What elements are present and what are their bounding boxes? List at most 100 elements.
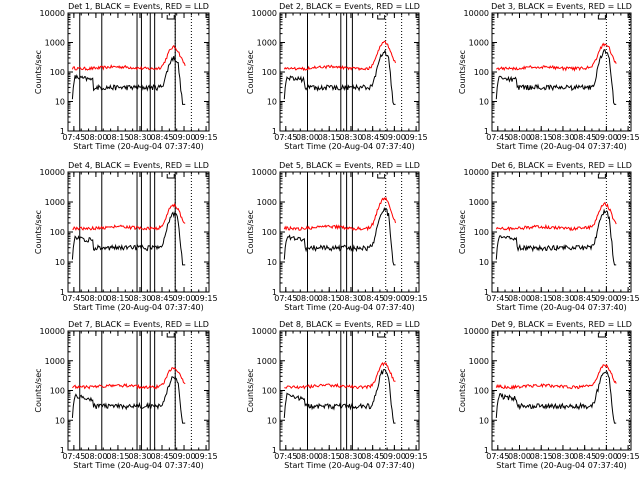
- series-lld-line: [283, 196, 396, 232]
- x-tick-label: 07:45: [62, 133, 85, 142]
- x-tick-label: 08:00: [508, 294, 531, 303]
- x-tick-label: 09:00: [595, 452, 618, 461]
- x-tick-label: 08:30: [551, 133, 574, 142]
- x-tick-label: 08:15: [318, 133, 341, 142]
- series-lld-line: [284, 362, 396, 390]
- x-tick-label: 08:00: [508, 452, 531, 461]
- x-tick-label: 08:45: [573, 133, 596, 142]
- y-tick-label: 10: [267, 416, 277, 425]
- y-axis-label: Counts/sec: [458, 50, 467, 94]
- y-axis-label: Counts/sec: [246, 368, 255, 412]
- y-tick-label: 1000: [257, 39, 277, 48]
- plot-frame: [279, 12, 420, 132]
- x-tick-label: 08:45: [150, 452, 173, 461]
- y-tick-label: 10: [479, 98, 489, 107]
- x-tick-label: 07:45: [62, 452, 85, 461]
- x-tick-label: 08:30: [339, 294, 362, 303]
- x-tick-label: 09:15: [405, 294, 428, 303]
- flare-bracket-marker: [166, 174, 175, 179]
- x-tick-label: 07:45: [274, 133, 297, 142]
- y-tick-label: 1000: [469, 39, 489, 48]
- series-events-line: [283, 48, 396, 105]
- chart-panel-4: Det 4, BLACK = Events, RED = LLD 1 10 100 10…: [34, 161, 218, 312]
- flare-bracket-marker: [166, 333, 175, 338]
- x-tick-label: 08:30: [339, 452, 362, 461]
- series-lld-line: [71, 44, 186, 71]
- y-tick-label: 1: [484, 288, 489, 297]
- flare-bracket-marker: [377, 174, 386, 179]
- flare-bracket-marker: [597, 174, 606, 179]
- x-tick-label: 08:45: [150, 133, 173, 142]
- x-axis-label: Start Time (20-Aug-04 07:37:40): [496, 303, 627, 312]
- x-tick-label: 08:00: [296, 133, 319, 142]
- x-tick-label: 08:15: [530, 452, 553, 461]
- y-tick-label: 100: [262, 68, 277, 77]
- x-axis-label: Start Time (20-Aug-04 07:37:40): [73, 461, 204, 470]
- x-tick-label: 08:15: [530, 294, 553, 303]
- y-tick-label: 100: [262, 387, 277, 396]
- x-axis-label: Start Time (20-Aug-04 07:37:40): [496, 461, 627, 470]
- plot-frame: [67, 171, 210, 293]
- y-tick-label: 10: [267, 98, 277, 107]
- series-lld-line: [495, 201, 617, 232]
- plot-frame: [279, 171, 420, 293]
- x-tick-label: 08:45: [150, 294, 173, 303]
- chart-panel-7: Det 7, BLACK = Events, RED = LLD 1 10 100 10…: [34, 320, 218, 470]
- x-tick-label: 08:30: [128, 133, 151, 142]
- y-tick-label: 10: [479, 258, 489, 267]
- y-axis-label: Counts/sec: [246, 210, 255, 254]
- plot-frame: [67, 12, 210, 132]
- y-tick-label: 1: [484, 446, 489, 455]
- y-tick-label: 1: [272, 446, 277, 455]
- x-tick-label: 09:00: [173, 452, 196, 461]
- x-tick-label: 08:45: [361, 452, 384, 461]
- x-tick-label: 09:15: [195, 133, 218, 142]
- series-lld-line: [72, 202, 186, 231]
- x-tick-label: 08:15: [318, 452, 341, 461]
- y-tick-label: 10000: [464, 327, 489, 336]
- x-tick-label: 08:00: [84, 133, 107, 142]
- flare-bracket-marker: [166, 15, 175, 20]
- x-tick-label: 08:00: [508, 133, 531, 142]
- y-tick-label: 1000: [45, 39, 65, 48]
- y-tick-label: 10000: [464, 9, 489, 18]
- x-tick-label: 09:00: [173, 133, 196, 142]
- x-tick-label: 08:45: [361, 294, 384, 303]
- y-tick-label: 1: [272, 127, 277, 136]
- y-tick-label: 10000: [252, 327, 277, 336]
- x-tick-label: 07:45: [486, 452, 509, 461]
- series-lld-line: [495, 363, 617, 391]
- x-tick-label: 08:30: [128, 294, 151, 303]
- series-lld-line: [72, 367, 186, 390]
- chart-title: Det 6, BLACK = Events, RED = LLD: [491, 161, 632, 170]
- y-tick-label: 10000: [40, 9, 65, 18]
- y-tick-label: 10: [479, 416, 489, 425]
- x-tick-label: 08:00: [84, 294, 107, 303]
- y-tick-label: 10: [55, 258, 65, 267]
- x-tick-label: 07:45: [62, 294, 85, 303]
- x-tick-label: 08:30: [128, 452, 151, 461]
- series-events-line: [495, 208, 617, 266]
- x-tick-label: 08:00: [296, 294, 319, 303]
- x-tick-label: 08:45: [573, 294, 596, 303]
- series-lld-line: [495, 42, 617, 72]
- y-tick-label: 100: [262, 228, 277, 237]
- x-tick-label: 08:00: [84, 452, 107, 461]
- y-tick-label: 10000: [252, 168, 277, 177]
- chart-panel-9: Det 9, BLACK = Events, RED = LLD 1 10 100 10…: [458, 320, 640, 470]
- x-axis-label: Start Time (20-Aug-04 07:37:40): [496, 142, 627, 151]
- y-tick-label: 1000: [257, 198, 277, 207]
- y-tick-label: 100: [474, 228, 489, 237]
- flare-bracket-marker: [597, 333, 606, 338]
- y-tick-label: 1: [60, 288, 65, 297]
- x-tick-label: 08:15: [318, 294, 341, 303]
- y-tick-label: 1000: [45, 198, 65, 207]
- chart-panel-8: Det 8, BLACK = Events, RED = LLD 1 10 100 10…: [246, 320, 428, 470]
- y-axis-label: Counts/sec: [458, 210, 467, 254]
- x-tick-label: 08:45: [573, 452, 596, 461]
- chart-title: Det 1, BLACK = Events, RED = LLD: [68, 2, 209, 11]
- y-tick-label: 10: [267, 258, 277, 267]
- x-tick-label: 08:00: [296, 452, 319, 461]
- x-tick-label: 09:15: [617, 452, 640, 461]
- flare-bracket-marker: [377, 333, 386, 338]
